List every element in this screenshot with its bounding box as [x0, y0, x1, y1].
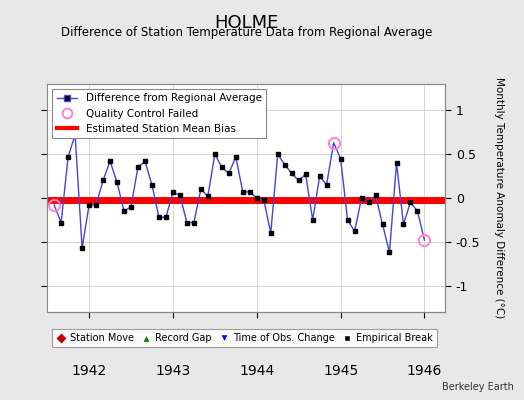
Text: HOLME: HOLME: [214, 14, 278, 32]
Text: Difference of Station Temperature Data from Regional Average: Difference of Station Temperature Data f…: [61, 26, 432, 39]
Text: 1943: 1943: [155, 364, 191, 378]
Text: 1944: 1944: [239, 364, 275, 378]
Y-axis label: Monthly Temperature Anomaly Difference (°C): Monthly Temperature Anomaly Difference (…: [494, 77, 504, 319]
Text: Berkeley Earth: Berkeley Earth: [442, 382, 514, 392]
Text: 1946: 1946: [407, 364, 442, 378]
Text: 1945: 1945: [323, 364, 358, 378]
Text: 1942: 1942: [71, 364, 107, 378]
Legend: Station Move, Record Gap, Time of Obs. Change, Empirical Break: Station Move, Record Gap, Time of Obs. C…: [52, 329, 437, 347]
Legend: Difference from Regional Average, Quality Control Failed, Estimated Station Mean: Difference from Regional Average, Qualit…: [52, 89, 266, 138]
